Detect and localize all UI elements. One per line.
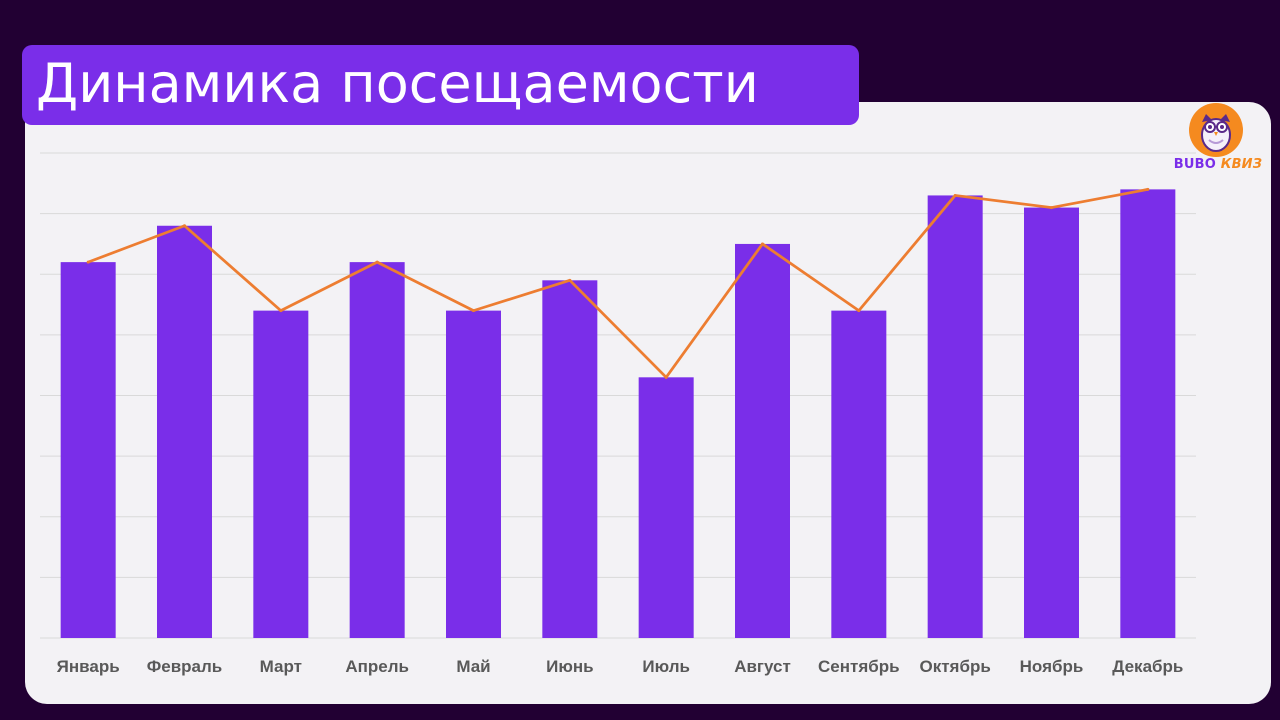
- logo-text: BUBO КВИЗ: [1168, 157, 1268, 172]
- line-point-7: [664, 375, 668, 379]
- bar-5: [446, 310, 501, 638]
- x-tick-label: Июнь: [546, 657, 593, 676]
- bar-9: [831, 310, 887, 638]
- line-point-6: [568, 278, 572, 282]
- line-point-10: [953, 193, 957, 197]
- line-point-4: [375, 260, 379, 264]
- owl-icon: [1189, 103, 1243, 157]
- title-banner: Динамика посещаемости: [22, 45, 859, 125]
- x-tick-label: Август: [734, 657, 791, 676]
- bar-3: [253, 310, 309, 638]
- line-point-9: [857, 309, 861, 313]
- trend-line: [87, 188, 1149, 379]
- line-point-8: [761, 242, 764, 246]
- line-point-1: [86, 260, 90, 264]
- logo-word-bubo: BUBO: [1173, 157, 1217, 172]
- bar-2: [157, 225, 212, 638]
- x-tick-label: Июль: [642, 657, 690, 676]
- x-tick-label: Сентябрь: [818, 657, 900, 676]
- line-point-11: [1050, 206, 1053, 210]
- bar-11: [1024, 207, 1079, 638]
- x-tick-label: Апрель: [345, 657, 409, 676]
- bar-12: [1120, 189, 1176, 638]
- x-tick-label: Ноябрь: [1020, 657, 1084, 676]
- line-point-2: [183, 224, 186, 228]
- x-tick-label: Октябрь: [920, 657, 991, 676]
- bar-1: [60, 262, 116, 638]
- x-tick-label: Февраль: [147, 657, 223, 676]
- bar-10: [927, 195, 983, 638]
- x-tick-label: Январь: [57, 657, 120, 676]
- logo-word-kviz: КВИЗ: [1220, 157, 1263, 172]
- bar-7: [638, 377, 694, 638]
- logo: BUBO КВИЗ: [1168, 102, 1268, 180]
- x-tick-label: Май: [456, 657, 490, 676]
- x-tick-label: Март: [260, 657, 302, 676]
- line-point-12: [1146, 187, 1150, 191]
- bar-6: [542, 280, 598, 638]
- bar-8: [735, 243, 790, 638]
- x-tick-label: Декабрь: [1112, 657, 1183, 676]
- line-point-3: [279, 309, 283, 313]
- bar-4: [349, 262, 405, 638]
- line-point-5: [472, 309, 475, 313]
- page-title: Динамика посещаемости: [36, 52, 759, 115]
